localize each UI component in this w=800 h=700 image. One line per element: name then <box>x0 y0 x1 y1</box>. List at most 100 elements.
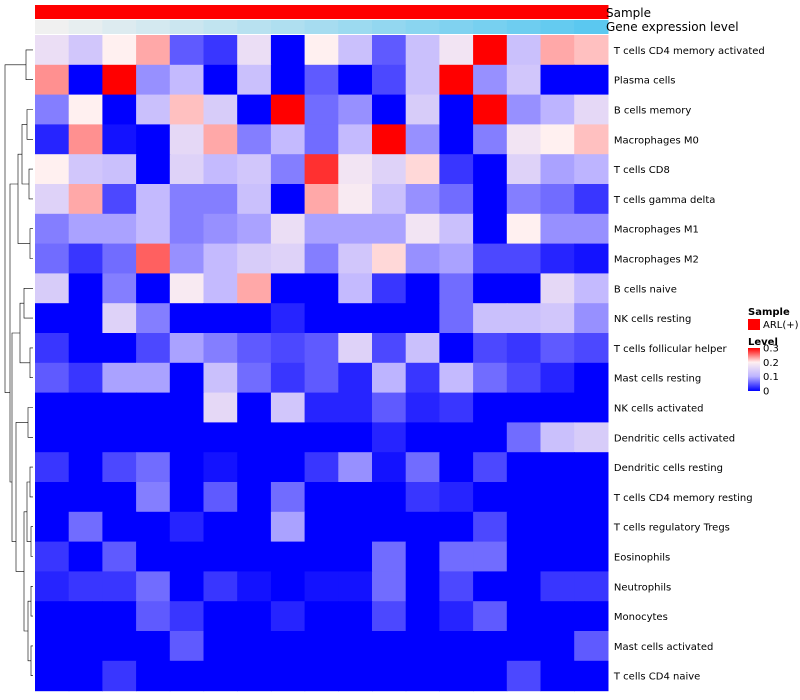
heatmap-cell <box>304 631 339 662</box>
sample-annotation-cell <box>68 5 103 19</box>
heatmap-cell <box>102 631 137 662</box>
heatmap-cell <box>304 392 339 423</box>
sample-annotation-label: Sample <box>606 6 651 20</box>
heatmap-cell <box>304 511 339 543</box>
heatmap-cell <box>473 35 508 66</box>
heatmap-cell <box>439 392 474 423</box>
heatmap-cell <box>203 660 238 692</box>
heatmap-cell <box>237 392 272 423</box>
heatmap-cell <box>439 482 474 513</box>
heatmap-cell <box>506 541 542 572</box>
heatmap-cell <box>506 213 542 245</box>
heatmap-cell <box>439 660 474 692</box>
heatmap-cell <box>540 660 575 692</box>
heatmap-cell <box>270 124 306 155</box>
heatmap-cell <box>338 333 373 364</box>
heatmap-cell <box>203 303 238 334</box>
heatmap-cell <box>338 571 373 602</box>
heatmap-cell <box>372 213 407 245</box>
heatmap-cell <box>35 631 70 662</box>
expression-annotation-cell <box>203 20 238 34</box>
heatmap-cell <box>203 541 238 572</box>
heatmap-cell <box>540 541 575 572</box>
heatmap-cell <box>35 482 70 513</box>
heatmap-cell <box>540 64 575 96</box>
heatmap-cell <box>102 601 137 632</box>
heatmap-cell <box>372 511 407 543</box>
heatmap-cell <box>102 154 137 185</box>
heatmap-cell <box>405 184 440 215</box>
row-label: Macrophages M0 <box>614 135 699 146</box>
heatmap-cell <box>506 601 542 632</box>
heatmap-cell <box>473 452 508 483</box>
heatmap-cell <box>338 94 373 125</box>
expression-annotation-cell <box>35 20 70 34</box>
heatmap-cell <box>270 422 306 453</box>
heatmap-cell <box>506 333 542 364</box>
heatmap-cell <box>270 392 306 423</box>
heatmap-cell <box>169 511 205 543</box>
dendrogram-branch <box>17 153 30 244</box>
row-label: Macrophages M2 <box>614 255 699 266</box>
heatmap-cell <box>338 303 373 334</box>
heatmap-cell <box>439 631 474 662</box>
heatmap-cell <box>68 124 103 155</box>
dendrogram-branch <box>28 168 33 200</box>
heatmap-cell <box>136 631 171 662</box>
heatmap-cell <box>102 303 137 334</box>
row-label: T cells regulatory Tregs <box>613 523 730 534</box>
sample-annotation-cell <box>506 5 542 19</box>
heatmap-cell <box>203 511 238 543</box>
heatmap-cell <box>270 362 306 394</box>
heatmap-cell <box>540 333 575 364</box>
heatmap-cell <box>473 660 508 692</box>
heatmap-cell <box>304 303 339 334</box>
heatmap-cell <box>405 154 440 185</box>
heatmap-cell <box>506 660 542 692</box>
expression-annotation-cell <box>68 20 103 34</box>
heatmap-cell <box>506 422 542 453</box>
heatmap-cell <box>136 333 171 364</box>
heatmap-cell <box>439 541 474 572</box>
sample-annotation-cell <box>405 5 440 19</box>
heatmap-cell <box>574 571 609 602</box>
row-label: T cells follicular helper <box>613 344 728 355</box>
heatmap-cell <box>372 64 407 96</box>
sample-annotation-cell <box>270 5 306 19</box>
heatmap-cell <box>136 213 171 245</box>
heatmap-cell <box>540 482 575 513</box>
heatmap-cell <box>68 452 103 483</box>
heatmap-cell <box>270 541 306 572</box>
heatmap-cell <box>35 213 70 245</box>
heatmap-cell <box>136 273 171 304</box>
heatmap-cell <box>304 64 339 96</box>
heatmap-cell <box>237 213 272 245</box>
heatmap-cell <box>574 154 609 185</box>
heatmap-cell <box>203 422 238 453</box>
heatmap-cell <box>136 452 171 483</box>
expression-annotation-cell <box>439 20 474 34</box>
row-label: Mast cells activated <box>614 642 713 653</box>
dendrogram-branch <box>30 585 33 617</box>
heatmap-cell <box>304 94 339 125</box>
heatmap-cell <box>203 601 238 632</box>
heatmap-cell <box>169 452 205 483</box>
heatmap-cell <box>439 94 474 125</box>
heatmap-cell <box>68 392 103 423</box>
heatmap-cell <box>473 571 508 602</box>
heatmap-cell <box>372 601 407 632</box>
row-label: NK cells resting <box>614 314 691 325</box>
sample-annotation-cell <box>439 5 474 19</box>
sample-annotation-cell <box>304 5 339 19</box>
heatmap-cell <box>169 124 205 155</box>
sample-annotation-cell <box>102 5 137 19</box>
heatmap-cell <box>169 35 205 66</box>
heatmap-cell <box>473 154 508 185</box>
heatmap-cell <box>304 482 339 513</box>
heatmap-cell <box>270 601 306 632</box>
heatmap-cell <box>405 333 440 364</box>
heatmap-cell <box>237 422 272 453</box>
heatmap-cell <box>540 154 575 185</box>
legend-level-gradient <box>748 348 760 391</box>
